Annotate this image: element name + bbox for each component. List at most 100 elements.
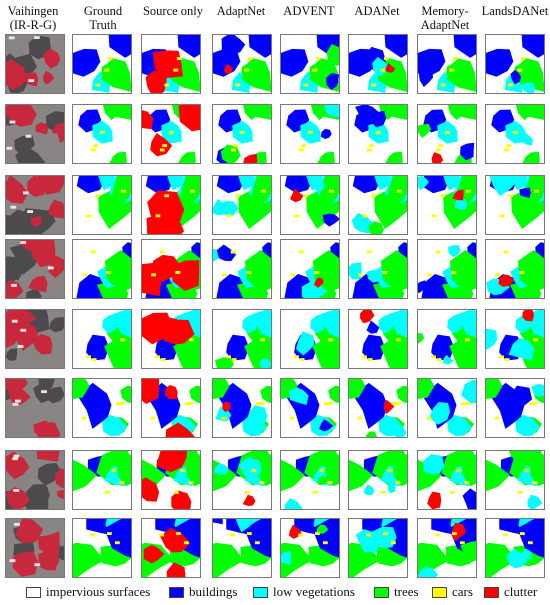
segmentation-map <box>418 105 476 163</box>
segmentation-map <box>142 240 200 298</box>
legend-label: buildings <box>189 584 238 599</box>
legend-label: low vegetations <box>273 584 355 599</box>
segmentation-map <box>213 105 271 163</box>
segmentation-map <box>349 310 407 368</box>
segmentation-map-tile <box>212 518 272 578</box>
segmentation-map-tile <box>212 378 272 438</box>
legend-item-clutter: clutter <box>484 583 537 601</box>
aerial-photo <box>6 451 64 509</box>
segmentation-map <box>142 451 200 509</box>
header-adaptnet: AdaptNet <box>216 4 266 18</box>
segmentation-map-tile <box>72 450 132 510</box>
segmentation-map-tile <box>280 34 340 94</box>
segmentation-map-tile <box>348 239 408 299</box>
segmentation-map <box>281 105 339 163</box>
input-image-tile <box>5 34 65 94</box>
segmentation-map-tile <box>141 239 201 299</box>
segmentation-map <box>73 451 131 509</box>
header-memory-adaptnet: Memory- AdaptNet <box>420 4 470 32</box>
segmentation-map <box>73 379 131 437</box>
header-ground-truth: Ground Truth <box>83 4 123 32</box>
segmentation-map <box>213 35 271 93</box>
segmentation-map-tile <box>72 309 132 369</box>
legend-label: cars <box>452 584 473 599</box>
segmentation-map-tile <box>72 239 132 299</box>
legend-swatch-cars <box>432 586 447 598</box>
segmentation-map-tile <box>485 239 545 299</box>
aerial-photo <box>6 379 64 437</box>
segmentation-map-tile <box>212 309 272 369</box>
segmentation-map-tile <box>280 309 340 369</box>
segmentation-map-tile <box>417 104 477 164</box>
aerial-photo <box>6 310 64 368</box>
segmentation-map <box>213 379 271 437</box>
segmentation-map-tile <box>485 450 545 510</box>
segmentation-map-tile <box>280 450 340 510</box>
segmentation-map-tile <box>417 175 477 235</box>
segmentation-map <box>349 105 407 163</box>
segmentation-map <box>142 35 200 93</box>
segmentation-map <box>418 310 476 368</box>
segmentation-map <box>213 451 271 509</box>
segmentation-map-tile <box>348 104 408 164</box>
aerial-photo <box>6 35 64 93</box>
segmentation-map <box>142 310 200 368</box>
aerial-photo <box>6 240 64 298</box>
aerial-photo <box>6 105 64 163</box>
legend-label: impervious surfaces <box>46 584 151 599</box>
segmentation-map <box>73 176 131 234</box>
segmentation-map-tile <box>417 239 477 299</box>
aerial-photo <box>6 519 64 577</box>
input-image-tile <box>5 309 65 369</box>
legend-item-trees: trees <box>374 583 419 601</box>
segmentation-map-tile <box>212 175 272 235</box>
segmentation-map-tile <box>348 175 408 235</box>
segmentation-map-tile <box>141 175 201 235</box>
segmentation-map-tile <box>485 518 545 578</box>
segmentation-map <box>349 519 407 577</box>
segmentation-map-tile <box>485 175 545 235</box>
segmentation-map-tile <box>72 378 132 438</box>
header-vaihingen: Vaihingen (IR-R-G) <box>7 4 59 32</box>
segmentation-map-tile <box>280 175 340 235</box>
segmentation-map <box>281 379 339 437</box>
segmentation-map <box>73 310 131 368</box>
segmentation-map <box>142 105 200 163</box>
segmentation-map <box>349 240 407 298</box>
legend-label: clutter <box>504 584 538 599</box>
segmentation-map-tile <box>141 34 201 94</box>
segmentation-map <box>73 240 131 298</box>
segmentation-map-tile <box>72 34 132 94</box>
legend-swatch-trees <box>374 586 389 598</box>
input-image-tile <box>5 104 65 164</box>
segmentation-map <box>486 105 544 163</box>
input-image-tile <box>5 175 65 235</box>
segmentation-map <box>486 240 544 298</box>
input-image-tile <box>5 239 65 299</box>
segmentation-map <box>349 35 407 93</box>
segmentation-map <box>213 240 271 298</box>
segmentation-map-tile <box>141 309 201 369</box>
segmentation-map-tile <box>212 239 272 299</box>
segmentation-map <box>281 176 339 234</box>
segmentation-map <box>281 451 339 509</box>
segmentation-map <box>486 519 544 577</box>
segmentation-map <box>349 451 407 509</box>
segmentation-map <box>486 35 544 93</box>
segmentation-map-tile <box>280 239 340 299</box>
segmentation-map <box>213 176 271 234</box>
legend-item-low-vegetations: low vegetations <box>253 583 355 601</box>
input-image-tile <box>5 518 65 578</box>
segmentation-map <box>142 379 200 437</box>
segmentation-map-tile <box>417 518 477 578</box>
header-advent: ADVENT <box>283 4 335 18</box>
segmentation-map <box>486 379 544 437</box>
segmentation-map-tile <box>141 104 201 164</box>
segmentation-map <box>418 240 476 298</box>
segmentation-map <box>73 519 131 577</box>
segmentation-map <box>349 379 407 437</box>
segmentation-map-tile <box>72 104 132 164</box>
segmentation-map <box>418 379 476 437</box>
segmentation-map-tile <box>485 104 545 164</box>
